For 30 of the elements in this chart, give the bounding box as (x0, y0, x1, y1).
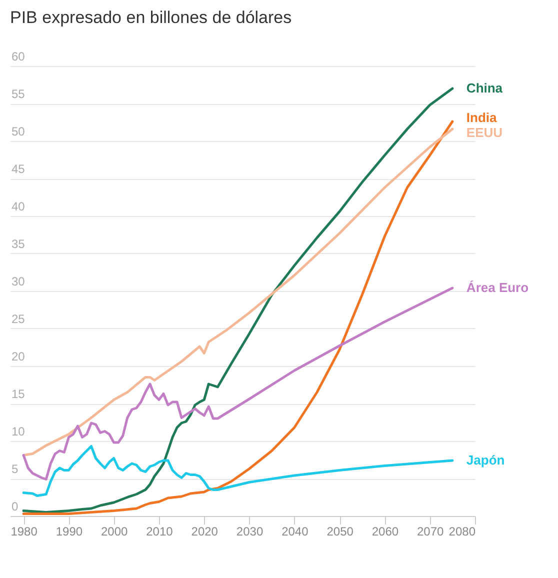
chart-title: PIB expresado en billones de dólares (9, 7, 293, 29)
y-tick-label: 15 (12, 387, 26, 401)
x-tick-label: 2080 (448, 524, 476, 538)
series-label: Japón (466, 452, 505, 468)
series-label: India (466, 110, 498, 125)
series-label: China (466, 80, 504, 96)
y-tick-label: 30 (12, 274, 26, 288)
y-tick-label: 25 (12, 312, 26, 326)
y-tick-label: 20 (12, 350, 26, 364)
x-tick-label: 2010 (146, 524, 174, 538)
y-tick-label: 35 (12, 237, 26, 251)
x-tick-label: 2000 (100, 524, 128, 538)
x-tick-label: 2070 (417, 524, 444, 538)
series-label: Área Euro (466, 280, 529, 295)
x-tick-label: 2040 (282, 524, 309, 538)
y-tick-label: 45 (12, 162, 26, 176)
y-tick-label: 0 (12, 500, 18, 514)
x-tick-label: 1990 (56, 524, 83, 538)
series-label: EEUU (466, 124, 503, 140)
y-tick-label: 10 (12, 424, 26, 438)
x-tick-label: 2050 (326, 524, 354, 538)
x-tick-label: 1980 (10, 524, 38, 538)
y-tick-label: 40 (12, 200, 26, 214)
y-tick-label: 5 (12, 462, 18, 476)
x-tick-label: 2020 (191, 524, 218, 538)
y-tick-label: 50 (12, 124, 26, 138)
x-tick-label: 2030 (236, 524, 264, 538)
x-tick-label: 2060 (372, 524, 399, 538)
y-tick-label: 55 (12, 87, 26, 101)
y-tick-label: 60 (12, 50, 26, 64)
